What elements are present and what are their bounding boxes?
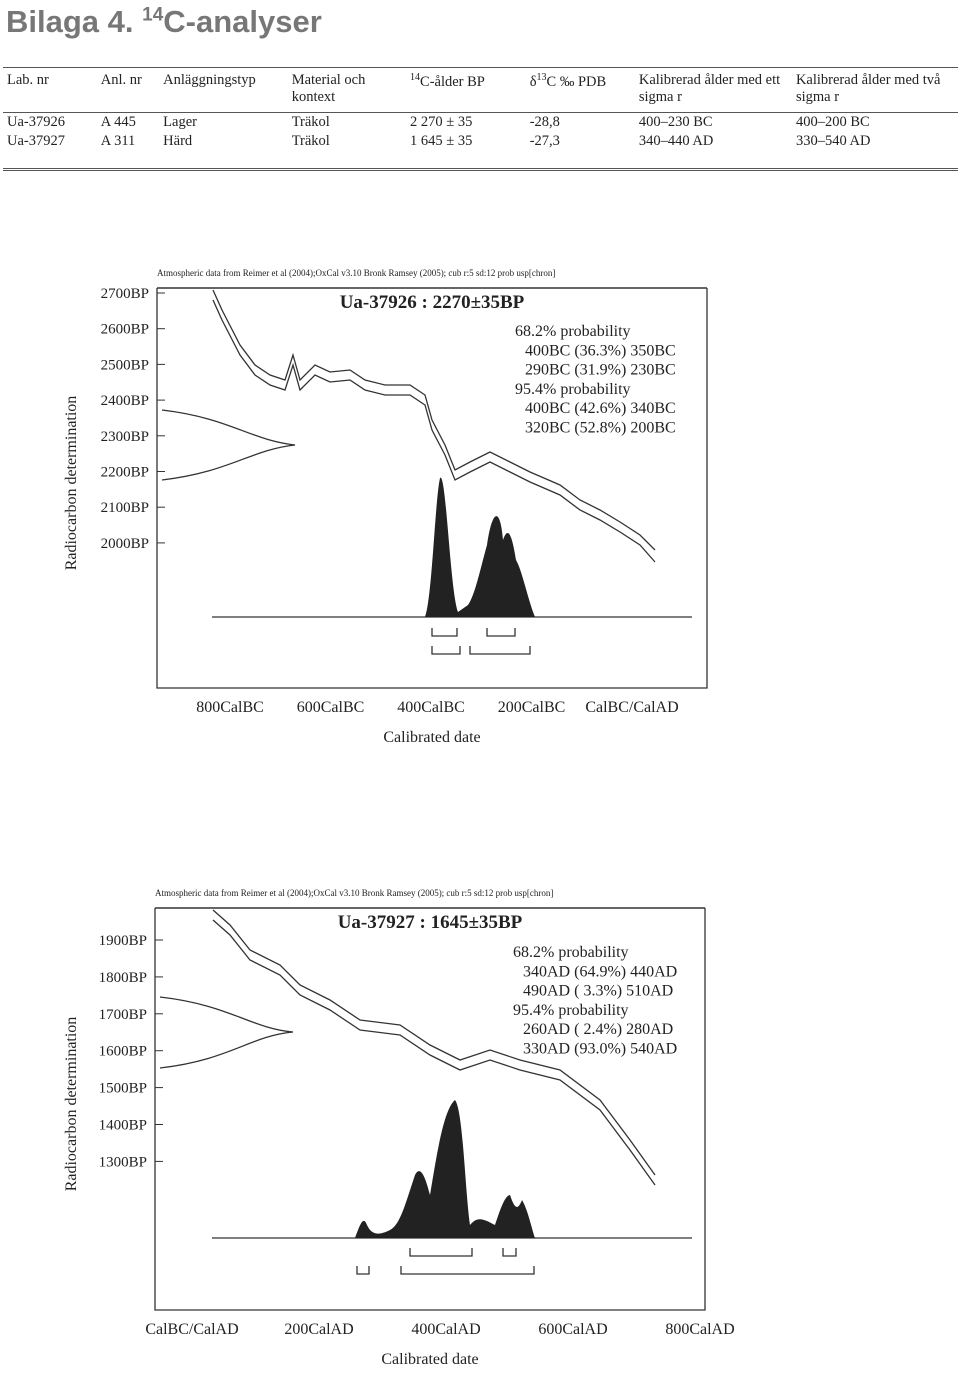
- header-sup: 13: [536, 72, 547, 83]
- y-tick-label: 1400BP: [99, 1118, 147, 1134]
- table-row: Ua-37927 A 311 Härd Träkol 1 645 ± 35 -27,3 34…: [3, 132, 958, 171]
- title-sup: 14: [142, 4, 164, 26]
- table-cell: -28,8: [529, 114, 560, 130]
- y-axis-label: Radiocarbon determination: [63, 1017, 80, 1192]
- column-header: Anl. nr: [96, 67, 160, 113]
- probability-line: 95.4% probability: [515, 381, 631, 398]
- y-tick-label: 2700BP: [101, 286, 149, 302]
- table-row: Ua-37926 A 445 Lager Träkol 2 270 ± 35 -28,8 4…: [3, 113, 958, 133]
- probability-line: 330AD (93.0%) 540AD: [523, 1041, 677, 1058]
- probability-line: 260AD ( 2.4%) 280AD: [523, 1021, 673, 1038]
- probability-line: 340AD (64.9%) 440AD: [523, 963, 677, 980]
- x-tick-label: 400CalBC: [397, 699, 465, 716]
- x-axis-label: Calibrated date: [383, 729, 480, 746]
- header-text: C ‰ PDB: [546, 73, 607, 90]
- results-table: Lab. nr Anl. nr Anläggningstyp Material och…: [3, 67, 958, 171]
- table-cell: A 311: [96, 132, 160, 171]
- column-header: Kalibrerad ålder med ett sigma r: [634, 67, 792, 113]
- x-tick-label: CalBC/CalAD: [145, 1321, 238, 1338]
- column-header: 14C-ålder BP: [406, 67, 526, 113]
- probability-line: 490AD ( 3.3%) 510AD: [523, 983, 673, 1000]
- title-text: C-analyser: [163, 4, 322, 39]
- probability-line: 95.4% probability: [513, 1002, 629, 1019]
- x-tick-label: 800CalAD: [665, 1321, 734, 1338]
- x-tick-label: 200CalBC: [498, 699, 566, 716]
- y-axis-label: Radiocarbon determination: [63, 396, 80, 571]
- probability-line: 68.2% probability: [513, 944, 629, 961]
- y-tick-label: 1900BP: [99, 933, 147, 949]
- table-cell: A 445: [100, 114, 136, 130]
- y-tick-label: 2000BP: [101, 536, 149, 552]
- probability-line: 68.2% probability: [515, 323, 631, 340]
- header-text: C-ålder BP: [420, 73, 485, 90]
- x-tick-label: 800CalBC: [196, 699, 264, 716]
- table-cell: Ua-37926: [7, 114, 65, 130]
- y-tick-label: 1300BP: [99, 1154, 147, 1170]
- x-tick-label: CalBC/CalAD: [585, 699, 678, 716]
- probability-line: 400BC (42.6%) 340BC: [525, 400, 676, 417]
- probability-line: 290BC (31.9%) 230BC: [525, 362, 676, 379]
- y-tick-label: 1600BP: [99, 1044, 147, 1060]
- x-axis-label: Calibrated date: [381, 1351, 478, 1368]
- table-cell: 2 270 ± 35: [410, 114, 473, 130]
- column-header: δ13C ‰ PDB: [525, 67, 635, 113]
- header-sup: 14: [410, 72, 421, 83]
- x-tick-label: 400CalAD: [411, 1321, 480, 1338]
- table-cell: 340–440 AD: [634, 132, 792, 171]
- probability-line: 400BC (36.3%) 350BC: [525, 342, 676, 359]
- column-header: Kalibrerad ålder med två sigma r: [791, 67, 958, 113]
- y-tick-label: 2200BP: [101, 465, 149, 481]
- y-tick-label: 2400BP: [101, 393, 149, 409]
- y-tick-label: 2300BP: [101, 429, 149, 445]
- table-cell: Lager: [163, 114, 197, 130]
- y-tick-label: 1800BP: [99, 970, 147, 986]
- plot-title: Ua-37927 : 1645±35BP: [338, 912, 523, 933]
- table-cell: Ua-37927: [3, 132, 97, 171]
- x-tick-label: 600CalAD: [538, 1321, 607, 1338]
- table-cell: Träkol: [287, 132, 407, 171]
- column-header: Lab. nr: [3, 67, 97, 113]
- column-header: Anläggningstyp: [159, 67, 288, 113]
- column-header: Material och kontext: [287, 67, 407, 113]
- table-cell: Härd: [159, 132, 288, 171]
- header-text: δ: [529, 73, 537, 90]
- title-text: Bilaga 4.: [6, 4, 134, 39]
- plot-note: Atmospheric data from Reimer et al (2004…: [157, 268, 555, 278]
- y-tick-label: 1500BP: [99, 1081, 147, 1097]
- y-tick-label: 2500BP: [101, 357, 149, 373]
- table-cell: 400–200 BC: [795, 114, 870, 130]
- x-tick-label: 200CalAD: [284, 1321, 353, 1338]
- table-cell: -27,3: [525, 132, 635, 171]
- calibration-plot: Atmospheric data from Reimer et al (2004…: [63, 888, 735, 1368]
- plot-title: Ua-37926 : 2270±35BP: [340, 292, 525, 313]
- plot-note: Atmospheric data from Reimer et al (2004…: [155, 888, 553, 898]
- calibration-plot: Atmospheric data from Reimer et al (2004…: [63, 268, 708, 746]
- table-cell: Träkol: [291, 114, 330, 130]
- x-tick-label: 600CalBC: [297, 699, 365, 716]
- probability-line: 320BC (52.8%) 200BC: [525, 420, 676, 437]
- page-title: Bilaga 4. 14C-analyser: [6, 4, 322, 40]
- table-cell: 400–230 BC: [638, 114, 713, 130]
- y-tick-label: 2100BP: [101, 500, 149, 516]
- table-cell: 1 645 ± 35: [406, 132, 526, 171]
- table-cell: 330–540 AD: [791, 132, 958, 171]
- y-tick-label: 1700BP: [99, 1007, 147, 1023]
- y-tick-label: 2600BP: [101, 322, 149, 338]
